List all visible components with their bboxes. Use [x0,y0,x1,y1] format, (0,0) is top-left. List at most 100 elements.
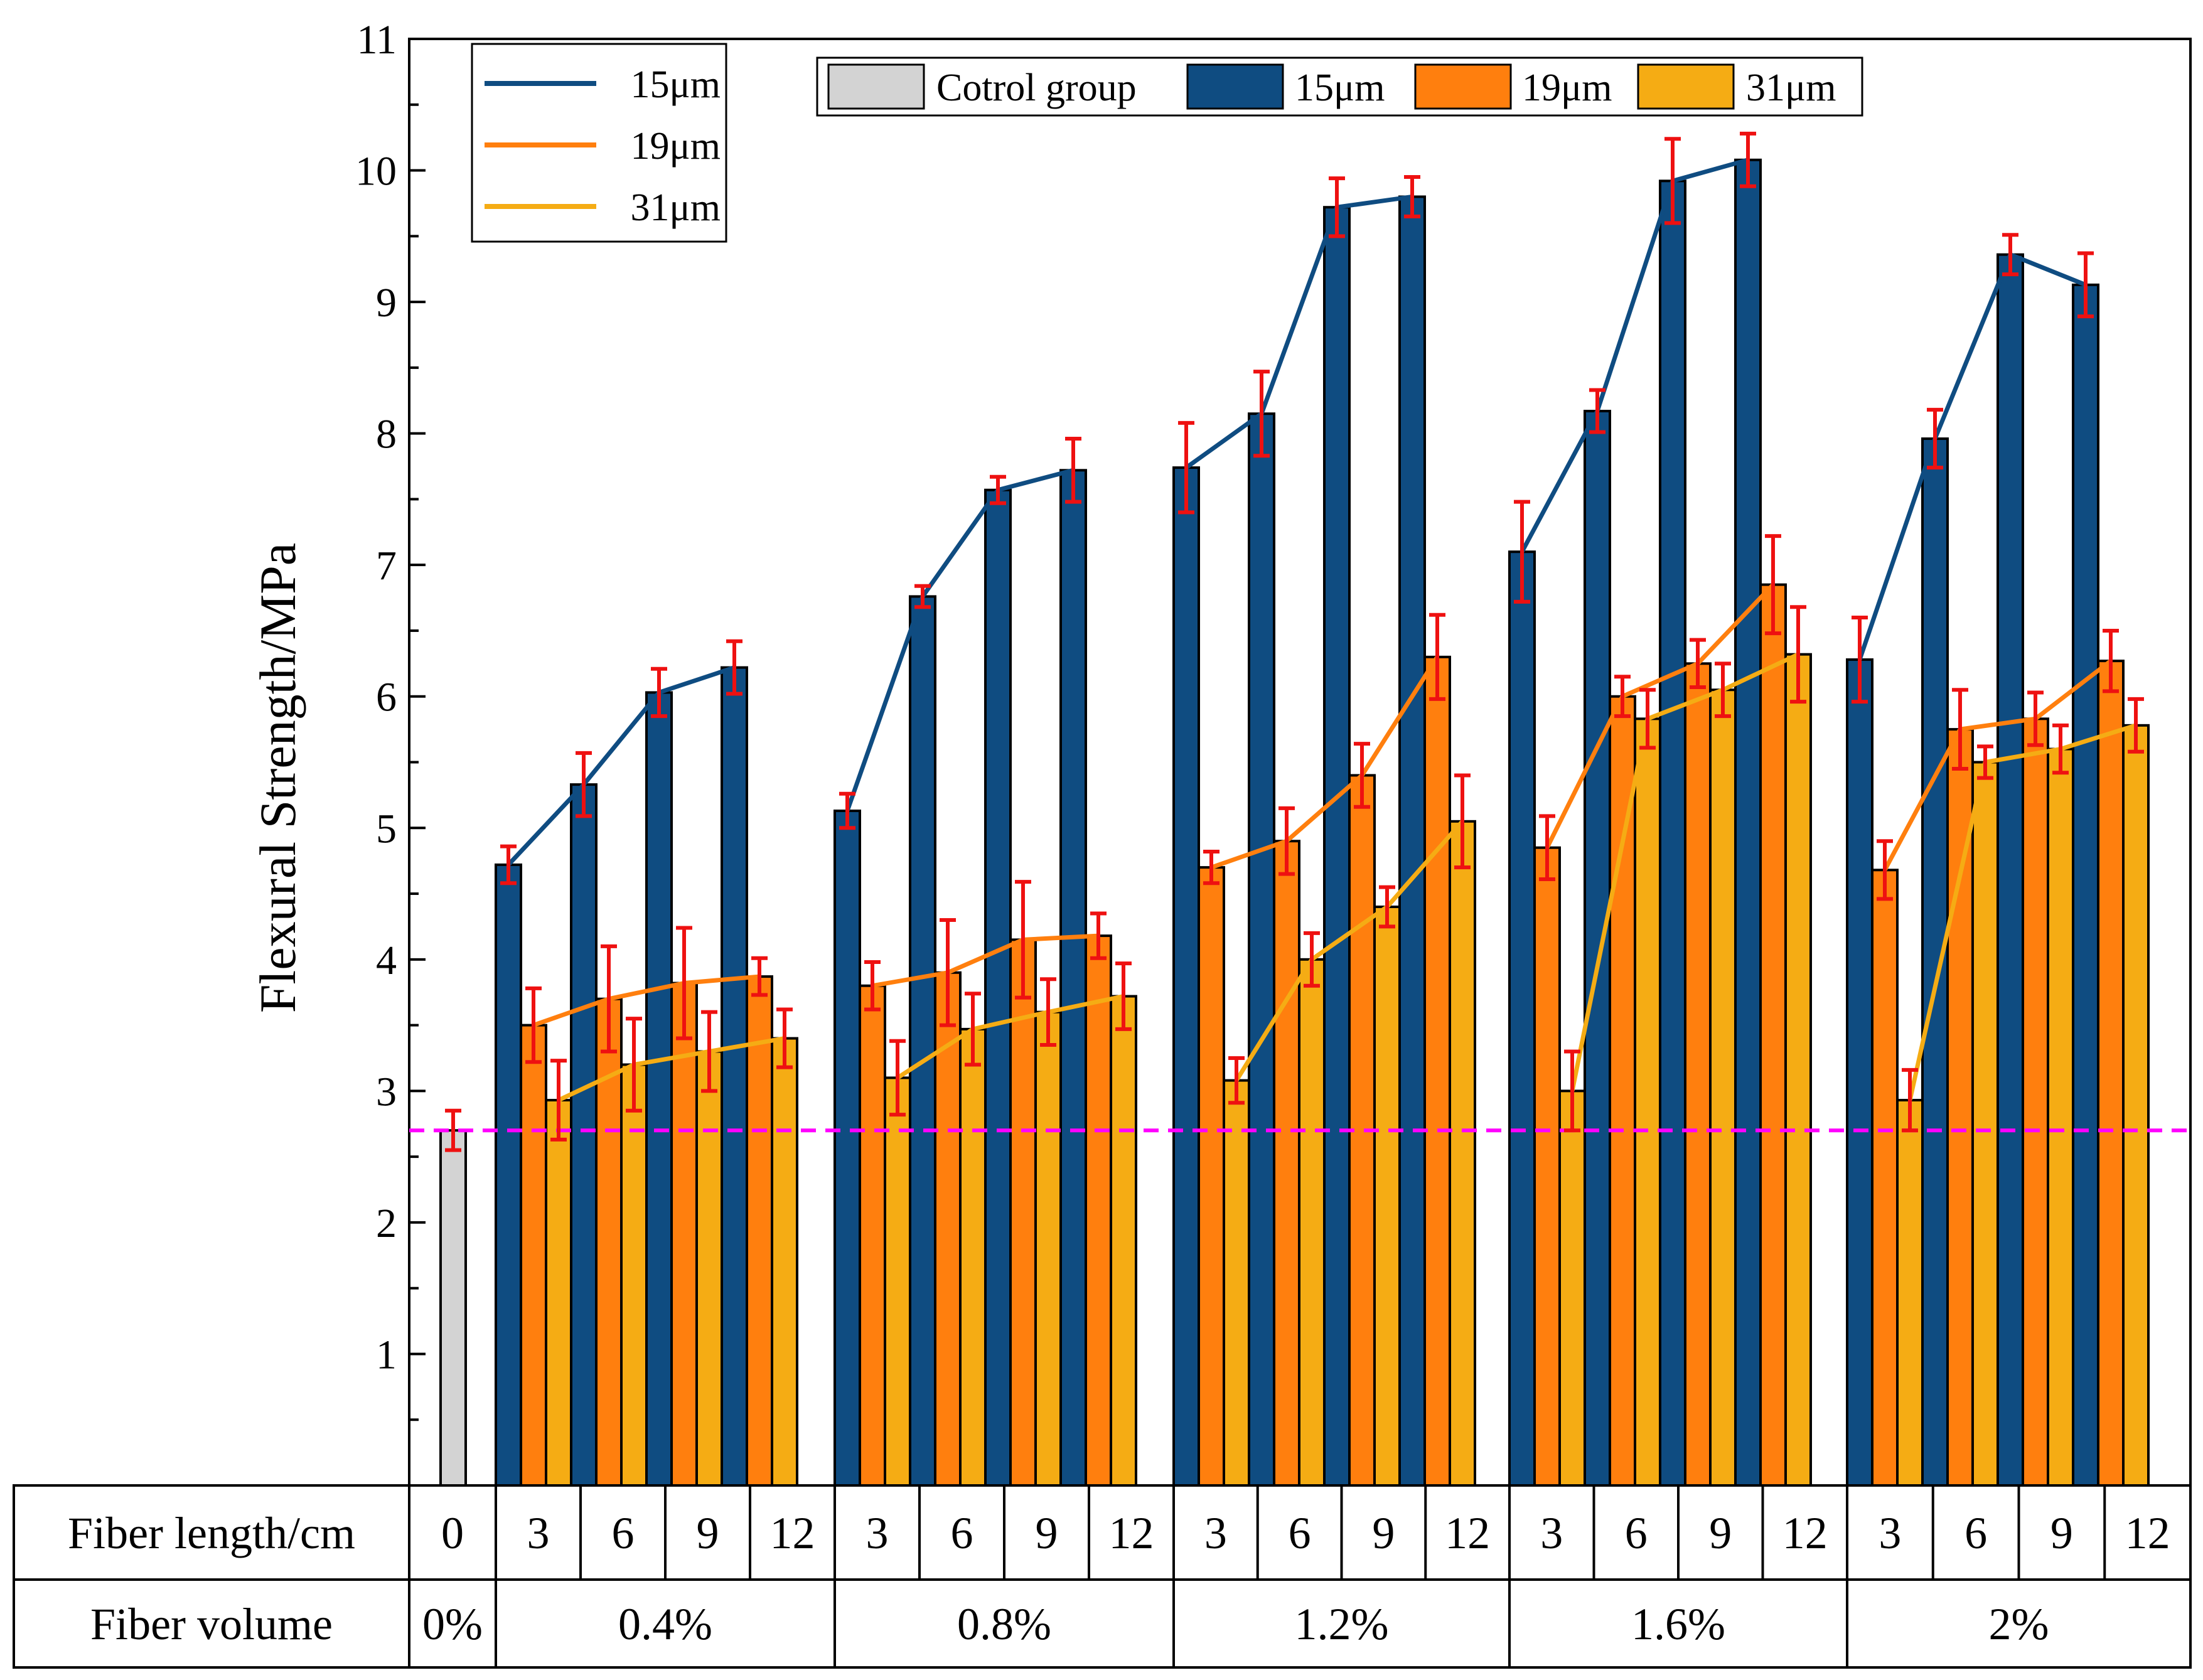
table-cell-length: 9 [2050,1508,2073,1558]
bar-19μm-1.2%-len6 [1273,840,1300,1487]
y-tick-label: 6 [376,675,397,720]
y-tick-label: 4 [376,938,397,983]
bar-19μm-1.2%-len3 [1198,866,1225,1487]
table-cell-length: 3 [1879,1508,1901,1558]
bar-15μm-0.8%-len3 [833,810,861,1487]
trend-line-31μm-0.8% [896,994,1124,1080]
bar-31μm-0.4%-len9 [695,1050,723,1487]
bar-19μm-0.8%-len3 [859,984,886,1487]
trend-line-19μm-1.6% [1545,583,1775,849]
bar-15μm-1.6%-len9 [1659,179,1686,1487]
bar-31μm-0.4%-len12 [771,1037,798,1487]
bar-15μm-0.4%-len9 [645,691,673,1487]
control-bar [439,1129,467,1487]
y-tick-label: 10 [355,149,397,195]
bar-19μm-1.6%-len9 [1684,662,1712,1487]
bar-31μm-1.2%-len9 [1373,906,1401,1487]
table-row-label-length: Fiber length/cm [68,1508,355,1558]
category-table: Fiber length/cm Fiber volume 0 0% 3 6 9 12 0.4% 3… [13,1484,2192,1669]
y-tick-label: 3 [376,1069,397,1115]
bar-legend-swatch [827,63,925,110]
bar-19μm-1.2%-len12 [1423,655,1451,1487]
table-cell-volume: 1.6% [1631,1599,1725,1649]
bar-31μm-0.4%-len6 [620,1063,648,1487]
bar-31μm-0.8%-len3 [884,1076,911,1487]
y-tick-label: 5 [376,806,397,852]
bar-19μm-2%-len6 [1946,728,1974,1487]
bar-31μm-1.6%-len6 [1634,717,1661,1487]
bar-15μm-2%-len12 [2072,283,2099,1487]
table-cell-length: 6 [1964,1508,1987,1558]
table-cell-length: 12 [2125,1508,2170,1558]
bar-31μm-1.6%-len12 [1784,653,1812,1487]
bar-15μm-1.6%-len6 [1584,410,1611,1487]
bar-31μm-1.6%-len3 [1558,1089,1586,1487]
table-cell-length: 6 [612,1508,635,1558]
table-cell-length: 3 [1540,1508,1563,1558]
y-tick-label: 8 [376,412,397,457]
table-cell-length: 12 [1445,1508,1490,1558]
bar-15μm-2%-len3 [1846,658,1873,1487]
trend-line-31μm-1.2% [1235,820,1464,1082]
bar-19μm-1.6%-len12 [1759,583,1787,1487]
table-cell-volume: 0.4% [618,1599,712,1649]
trend-line-19μm-1.2% [1210,655,1439,870]
table-cell-volume: 0.8% [957,1599,1051,1649]
trend-lines-layer [409,158,2190,1133]
table-cell-length: 6 [1289,1508,1311,1558]
bar-15μm-0.8%-len9 [984,488,1012,1487]
trend-line-19μm-0.8% [872,933,1099,988]
bar-15μm-0.4%-len12 [721,666,748,1487]
bar-15μm-0.4%-len3 [495,863,522,1487]
bar-19μm-1.6%-len3 [1533,846,1561,1487]
bar-15μm-0.4%-len6 [570,783,598,1487]
trend-line-31μm-1.6% [1570,652,1799,1092]
bar-15μm-1.2%-len3 [1172,466,1200,1487]
bar-legend-swatch [1637,63,1735,110]
bar-legend-swatch [1414,63,1512,110]
table-cell-length: 9 [1709,1508,1732,1558]
table-cell-length: 9 [1036,1508,1058,1558]
table-cell-length: 12 [770,1508,815,1558]
bar-31μm-2%-len12 [2122,724,2150,1487]
bar-31μm-1.2%-len12 [1449,820,1476,1487]
trend-line-15μm-2% [1857,252,2087,661]
table-cell-length: 3 [866,1508,889,1558]
bar-15μm-1.2%-len6 [1248,412,1275,1487]
bar-19μm-0.4%-len3 [520,1024,547,1487]
bar-31μm-2%-len6 [1971,761,1999,1487]
error-bars-layer [445,131,2144,1152]
table-frame [13,1484,2192,1669]
y-tick-label: 11 [356,17,397,63]
trend-line-15μm-1.2% [1184,194,1413,469]
bar-19μm-2%-len9 [2022,717,2049,1487]
trend-line-15μm-0.8% [845,468,1074,812]
y-tick-label: 7 [376,543,397,589]
bar-31μm-1.2%-len6 [1298,958,1326,1487]
bar-31μm-1.2%-len3 [1223,1079,1250,1487]
bar-legend-label: 19μm [1522,67,1612,109]
table-cell-length: 12 [1109,1508,1154,1558]
table-cell-length: 12 [1782,1508,1828,1558]
table-cell-length: 9 [697,1508,719,1558]
y-axis-title: Flexural Strength/MPa [249,543,306,1013]
bar-15μm-1.2%-len12 [1398,195,1426,1487]
table-cell-volume: 2% [1989,1599,2049,1649]
table-cell-length: 9 [1372,1508,1395,1558]
bar-31μm-0.8%-len12 [1110,995,1137,1487]
bar-15μm-0.8%-len6 [909,595,936,1487]
bars-layer [439,158,2150,1487]
table-cell-length: 3 [527,1508,550,1558]
y-axis: 1 2 3 4 5 6 7 8 9 10 11 Flexural Strength/MPa [249,17,426,1487]
trend-line-19μm-2% [1882,659,2113,871]
y-tick-label: 1 [376,1332,397,1378]
bar-15μm-1.6%-len12 [1734,158,1762,1487]
trend-line-15μm-1.6% [1520,158,1749,553]
trend-line-19μm-0.4% [532,974,760,1027]
bar-legend-swatch [1186,63,1284,110]
bar-31μm-1.6%-len9 [1709,688,1737,1487]
table-cell-length: 3 [1204,1508,1227,1558]
bar-31μm-0.8%-len6 [959,1027,987,1487]
trend-line-15μm-0.4% [507,665,736,867]
